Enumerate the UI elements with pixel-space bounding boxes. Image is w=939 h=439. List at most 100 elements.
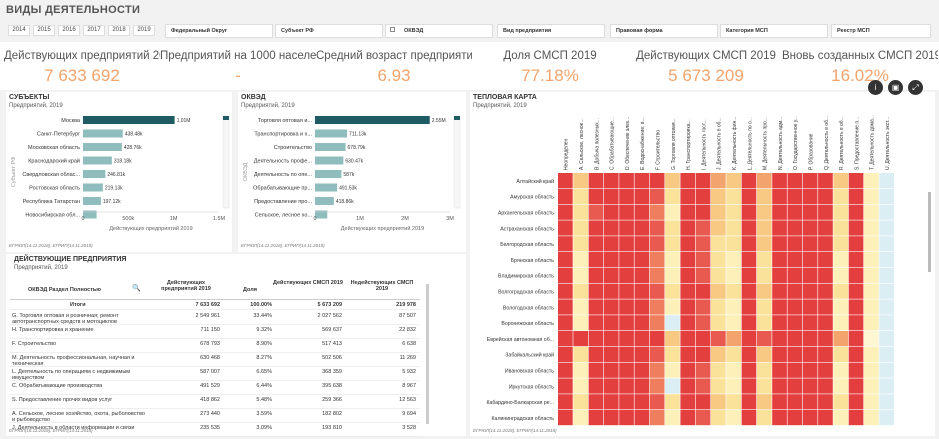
heatmap-cell[interactable] <box>665 299 680 315</box>
heatmap-cell[interactable] <box>665 283 680 299</box>
heatmap-cell[interactable] <box>741 346 757 362</box>
year-2014[interactable]: 2014 <box>8 25 30 36</box>
heatmap-scrollbar[interactable] <box>928 192 931 272</box>
heatmap-cell[interactable] <box>665 346 680 362</box>
heatmap-cell[interactable] <box>649 204 665 220</box>
heatmap-cell[interactable] <box>756 283 772 299</box>
heatmap-cell[interactable] <box>772 188 787 204</box>
filter-legal-form[interactable]: Правовая форма <box>610 24 718 38</box>
heatmap-cell[interactable] <box>756 299 772 315</box>
heatmap-cell[interactable] <box>634 331 650 347</box>
heatmap-cell[interactable] <box>588 283 604 299</box>
heatmap-cell[interactable] <box>603 362 619 378</box>
heatmap-cell[interactable] <box>558 315 573 331</box>
heatmap-cell[interactable] <box>634 283 650 299</box>
heatmap-cell[interactable] <box>741 315 757 331</box>
heatmap-cell[interactable] <box>726 315 741 331</box>
heatmap-cell[interactable] <box>649 252 665 268</box>
bar[interactable] <box>315 170 342 178</box>
heatmap-cell[interactable] <box>649 173 665 189</box>
heatmap-cell[interactable] <box>619 378 634 394</box>
heatmap-cell[interactable] <box>726 299 741 315</box>
heatmap-cell[interactable] <box>787 378 803 394</box>
heatmap-cell[interactable] <box>802 362 818 378</box>
heatmap-cell[interactable] <box>649 188 665 204</box>
heatmap-cell[interactable] <box>848 267 864 283</box>
heatmap-cell[interactable] <box>848 204 864 220</box>
heatmap-cell[interactable] <box>711 299 726 315</box>
heatmap-cell[interactable] <box>833 394 849 410</box>
heatmap-cell[interactable] <box>818 299 833 315</box>
bar[interactable] <box>83 183 103 192</box>
heatmap-cell[interactable] <box>619 173 634 189</box>
heatmap-cell[interactable] <box>588 315 604 331</box>
heatmap-cell[interactable] <box>573 362 588 378</box>
heatmap-cell[interactable] <box>802 315 818 331</box>
heatmap-cell[interactable] <box>573 394 588 410</box>
heatmap-cell[interactable] <box>619 362 634 378</box>
table-row[interactable]: A. Сельское, лесное хозяйство, охота, ры… <box>10 409 420 423</box>
heatmap-cell[interactable] <box>558 236 573 252</box>
heatmap-cell[interactable] <box>665 236 680 252</box>
heatmap-cell[interactable] <box>741 299 757 315</box>
heatmap-cell[interactable] <box>603 346 619 362</box>
heatmap-cell[interactable] <box>772 299 787 315</box>
heatmap-cell[interactable] <box>665 220 680 236</box>
bar[interactable] <box>315 197 334 205</box>
filter-enterprise-type[interactable]: Вид предприятия <box>497 24 605 38</box>
heatmap-cell[interactable] <box>833 378 849 394</box>
heatmap-cell[interactable] <box>649 410 665 426</box>
heatmap-cell[interactable] <box>741 378 757 394</box>
bar[interactable] <box>83 197 101 205</box>
heatmap-cell[interactable] <box>833 362 849 378</box>
heatmap-cell[interactable] <box>802 283 818 299</box>
heatmap-cell[interactable] <box>818 331 833 347</box>
heatmap-cell[interactable] <box>558 378 573 394</box>
bar[interactable] <box>83 143 122 151</box>
heatmap-cell[interactable] <box>741 236 757 252</box>
heatmap-cell[interactable] <box>558 283 573 299</box>
heatmap-cell[interactable] <box>741 410 757 426</box>
heatmap-cell[interactable] <box>726 378 741 394</box>
heatmap-cell[interactable] <box>864 236 879 252</box>
filter-district[interactable]: Федеральный Округ <box>165 24 273 38</box>
heatmap-cell[interactable] <box>588 188 604 204</box>
heatmap-cell[interactable] <box>787 362 803 378</box>
heatmap-cell[interactable] <box>741 362 757 378</box>
heatmap-cell[interactable] <box>802 378 818 394</box>
heatmap-cell[interactable] <box>711 283 726 299</box>
heatmap-cell[interactable] <box>741 173 757 189</box>
heatmap-cell[interactable] <box>603 204 619 220</box>
heatmap-cell[interactable] <box>741 283 757 299</box>
heatmap-cell[interactable] <box>558 346 573 362</box>
heatmap-cell[interactable] <box>879 331 894 347</box>
heatmap-cell[interactable] <box>588 220 604 236</box>
heatmap-cell[interactable] <box>787 188 803 204</box>
table-row[interactable]: S. Предоставление прочих видов услуг 418 … <box>10 395 420 409</box>
heatmap-cell[interactable] <box>772 378 787 394</box>
heatmap-cell[interactable] <box>665 204 680 220</box>
heatmap-cell[interactable] <box>588 236 604 252</box>
heatmap-cell[interactable] <box>833 410 849 426</box>
heatmap-cell[interactable] <box>833 346 849 362</box>
heatmap-cell[interactable] <box>588 362 604 378</box>
heatmap-cell[interactable] <box>741 267 757 283</box>
heatmap-cell[interactable] <box>695 346 711 362</box>
heatmap-cell[interactable] <box>772 410 787 426</box>
heatmap-cell[interactable] <box>588 252 604 268</box>
heatmap-cell[interactable] <box>833 220 849 236</box>
heatmap-cell[interactable] <box>726 188 741 204</box>
heatmap-cell[interactable] <box>787 331 803 347</box>
heatmap-cell[interactable] <box>695 204 711 220</box>
heatmap-cell[interactable] <box>695 252 711 268</box>
heatmap-cell[interactable] <box>848 173 864 189</box>
heatmap-cell[interactable] <box>879 173 894 189</box>
heatmap-cell[interactable] <box>665 252 680 268</box>
heatmap-cell[interactable] <box>665 315 680 331</box>
heatmap-cell[interactable] <box>680 236 696 252</box>
heatmap-cell[interactable] <box>879 394 894 410</box>
heatmap-cell[interactable] <box>558 394 573 410</box>
subjects-bar-chart[interactable]: Субъект РФ Москва 1.01M Санкт-Петербург 438.… <box>6 112 232 242</box>
heatmap-cell[interactable] <box>680 315 696 331</box>
heatmap-cell[interactable] <box>711 188 726 204</box>
